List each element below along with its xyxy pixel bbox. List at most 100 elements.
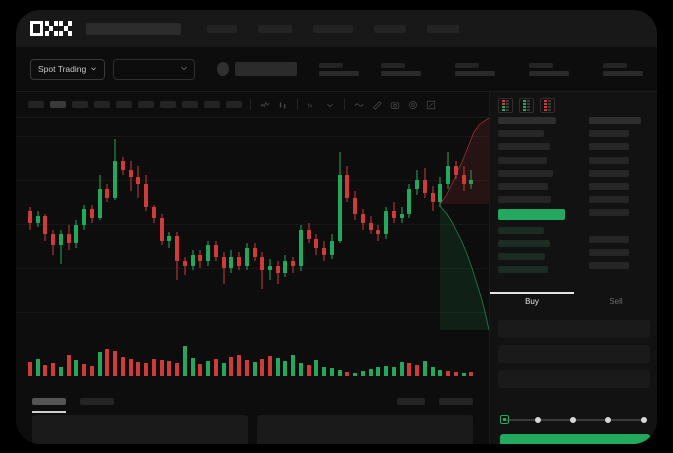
candle [136, 118, 141, 330]
candle [167, 118, 172, 330]
timeframe-2[interactable] [72, 101, 88, 108]
candle [252, 118, 257, 330]
volume-bar [438, 369, 443, 376]
nav-item-0[interactable] [207, 24, 237, 33]
orderbook-bids-icon[interactable] [519, 98, 534, 113]
slider-handle[interactable] [500, 415, 509, 424]
orderbook-price-row[interactable] [498, 266, 548, 274]
candle [298, 118, 303, 330]
orderbook-size-row[interactable] [589, 117, 641, 124]
order-field-0[interactable] [498, 320, 650, 338]
orderbook-size-row[interactable] [589, 209, 629, 217]
candle [113, 118, 118, 330]
order-field-1[interactable] [498, 345, 650, 363]
orderbook-size-row[interactable] [589, 235, 629, 243]
candle [422, 118, 427, 330]
timeframe-8[interactable] [204, 101, 220, 108]
orderbook-price-row[interactable] [498, 169, 553, 177]
spot-trading-selector[interactable]: Spot Trading [30, 58, 106, 80]
timeframe-4[interactable] [116, 101, 132, 108]
timeframe-3[interactable] [94, 101, 110, 108]
orderbook-price-row[interactable] [498, 130, 544, 138]
orderbook-size-row[interactable] [589, 262, 629, 270]
search-input[interactable] [86, 22, 181, 35]
candle [229, 118, 234, 330]
orderbook-size-row[interactable] [589, 182, 629, 190]
orderbook-price-row[interactable] [498, 156, 547, 164]
orderbook-price-row[interactable] [498, 196, 551, 204]
slider-stop-50[interactable] [570, 416, 576, 423]
volume-bar [74, 360, 79, 376]
orderbook-price-row[interactable] [498, 226, 544, 234]
volume-bar [175, 362, 180, 376]
candle [89, 118, 94, 330]
candlestick-icon[interactable] [277, 99, 289, 111]
orderbook-size-row[interactable] [589, 130, 629, 138]
bottom-action-0[interactable] [397, 397, 425, 405]
timeframe-9[interactable] [226, 101, 242, 108]
order-field-2[interactable] [498, 370, 650, 388]
bottom-tab-1[interactable] [80, 397, 114, 405]
timeframe-1[interactable] [50, 101, 66, 108]
bottom-panel-1[interactable] [257, 415, 473, 444]
candle [283, 118, 288, 330]
orderbook-price-row[interactable] [498, 252, 545, 260]
camera-icon[interactable] [389, 99, 401, 111]
market-stat-4 [602, 62, 643, 76]
wave-icon[interactable] [353, 99, 365, 111]
orderbook-size-row[interactable] [589, 196, 629, 204]
candle [66, 118, 71, 330]
volume-bar [353, 372, 358, 376]
submit-buy-button[interactable] [500, 434, 650, 444]
volume-bar [407, 363, 412, 376]
timeframe-7[interactable] [182, 101, 198, 108]
nav-item-2[interactable] [313, 24, 353, 33]
volume-bar [35, 358, 40, 376]
slider-stop-75[interactable] [605, 416, 611, 423]
orderbook-asks-icon[interactable] [540, 98, 555, 113]
candle [120, 118, 125, 330]
nav-item-3[interactable] [374, 24, 406, 33]
indicator-icon[interactable]: fx [306, 99, 318, 111]
orderbook-rows[interactable] [490, 117, 657, 307]
chevron-down-icon[interactable] [324, 99, 336, 111]
orderbook-both-icon[interactable] [498, 98, 513, 113]
orderbook-price-row[interactable] [498, 182, 548, 190]
fullscreen-icon[interactable] [425, 99, 437, 111]
bottom-panel-0[interactable] [32, 415, 248, 444]
orderbook-price-row[interactable] [498, 117, 556, 124]
orderbook-price-row[interactable] [498, 239, 550, 247]
tab-buy[interactable]: Buy [490, 292, 574, 314]
orderbook-price-row[interactable] [498, 209, 565, 221]
nav-item-1[interactable] [258, 24, 292, 33]
line-chart-icon[interactable] [259, 99, 271, 111]
bottom-tab-actions [397, 397, 473, 405]
toolbar-divider [344, 99, 345, 110]
orderbook-price-row[interactable] [498, 143, 550, 151]
timeframe-0[interactable] [28, 101, 44, 108]
bottom-tab-0[interactable] [32, 397, 66, 413]
slider-stop-100[interactable] [641, 416, 647, 423]
orderbook-size-row[interactable] [589, 156, 629, 164]
timeframe-6[interactable] [160, 101, 176, 108]
volume-bar [120, 357, 125, 376]
price-chart[interactable] [16, 118, 489, 330]
timeframe-5[interactable] [138, 101, 154, 108]
nav-item-4[interactable] [427, 24, 459, 33]
settings-icon[interactable] [407, 99, 419, 111]
orderbook-size-row[interactable] [589, 248, 629, 256]
tab-sell[interactable]: Sell [574, 292, 657, 314]
slider-stop-25[interactable] [535, 416, 541, 423]
candle [175, 118, 180, 330]
okx-logo-icon[interactable] [30, 21, 72, 36]
orderbook-size-row[interactable] [589, 169, 629, 177]
orderbook-size-row[interactable] [589, 143, 629, 151]
amount-slider[interactable] [500, 414, 650, 426]
bottom-action-1[interactable] [439, 397, 473, 405]
volume-bar [399, 361, 404, 376]
trading-pair-select[interactable] [113, 58, 196, 80]
candle [206, 118, 211, 330]
volume-bar [136, 361, 141, 376]
ruler-icon[interactable] [371, 99, 383, 111]
